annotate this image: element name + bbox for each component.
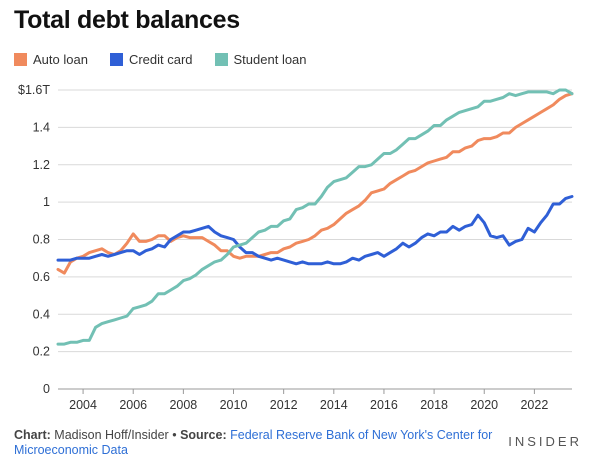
plot-area: 0 0.2 0.4 0.6 0.8 1 1.2 1.4 $1.6T 2004 2006 2008 201… — [18, 83, 574, 412]
x-tick-label: 2022 — [520, 398, 548, 412]
y-tick-label: $1.6T — [18, 83, 50, 97]
y-tick-label: 0.8 — [33, 233, 50, 247]
legend-label-credit-card: Credit card — [128, 52, 193, 67]
y-tick-label: 0.2 — [33, 345, 50, 359]
legend-swatch-auto-loan — [14, 53, 27, 66]
x-tick-label: 2014 — [320, 398, 348, 412]
series-line-student-loan — [56, 88, 574, 346]
x-tick-label: 2020 — [470, 398, 498, 412]
insider-logo: INSIDER — [508, 434, 582, 449]
legend: Auto loan Credit card Student loan — [14, 52, 307, 67]
x-tick-label: 2004 — [69, 398, 97, 412]
y-tick-label: 1 — [43, 195, 50, 209]
y-tick-label: 0.6 — [33, 270, 50, 284]
legend-swatch-credit-card — [109, 53, 123, 66]
y-tick-label: 0 — [43, 382, 50, 396]
legend-item-auto-loan: Auto loan — [14, 52, 88, 67]
x-tick-label: 2018 — [420, 398, 448, 412]
chart-credit-author: Madison Hoff/Insider — [54, 428, 169, 442]
series-line-credit-card — [56, 195, 574, 266]
footer-credits: Chart: Madison Hoff/Insider • Source: Fe… — [14, 428, 494, 458]
x-tick-label: 2010 — [220, 398, 248, 412]
legend-swatch-student-loan — [214, 53, 228, 66]
series-line-auto-loan — [56, 92, 574, 275]
source-link[interactable]: Federal Reserve Bank of New York's Cente… — [14, 428, 493, 457]
source-label: Source: — [180, 428, 227, 442]
y-tick-label: 1.2 — [33, 158, 50, 172]
legend-label-student-loan: Student loan — [233, 52, 307, 67]
legend-item-student-loan: Student loan — [214, 52, 307, 67]
footer-bullet: • — [172, 428, 177, 442]
chart-title: Total debt balances — [14, 6, 240, 34]
chart-credit-label: Chart: — [14, 428, 51, 442]
x-tick-label: 2006 — [119, 398, 147, 412]
x-tick-label: 2012 — [270, 398, 298, 412]
x-tick-label: 2016 — [370, 398, 398, 412]
x-tick-label: 2008 — [169, 398, 197, 412]
y-tick-label: 0.4 — [33, 307, 50, 321]
legend-item-credit-card: Credit card — [109, 52, 193, 67]
legend-label-auto-loan: Auto loan — [33, 52, 88, 67]
y-tick-label: 1.4 — [33, 120, 50, 134]
